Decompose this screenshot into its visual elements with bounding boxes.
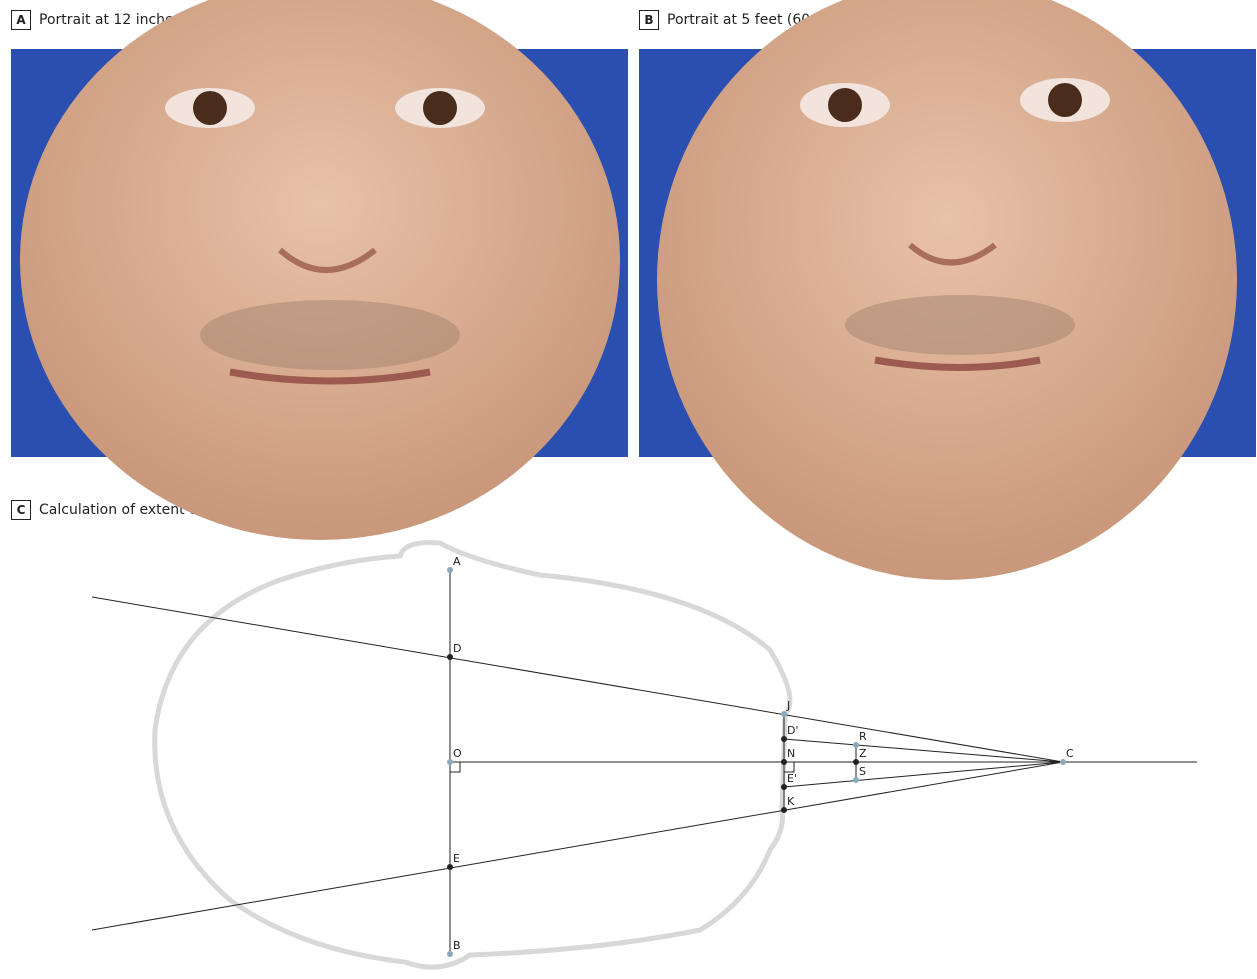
point-label: S bbox=[859, 765, 866, 778]
line bbox=[784, 739, 1063, 762]
point-label: C bbox=[1066, 747, 1074, 760]
point-label: J bbox=[786, 699, 790, 712]
figure: APortrait at 12 inches BPortrait at 5 fe… bbox=[0, 0, 1257, 979]
point-label: E' bbox=[787, 772, 797, 785]
point-label: A bbox=[453, 555, 461, 568]
point-label: D bbox=[453, 642, 461, 655]
point-label: K bbox=[787, 795, 795, 808]
diagram: A D O E B J D' N E' K RZS C bbox=[0, 0, 1257, 979]
line bbox=[92, 597, 1063, 762]
point-label: Z bbox=[859, 747, 867, 760]
point-label: R bbox=[859, 730, 867, 743]
line bbox=[784, 762, 1063, 787]
line bbox=[92, 762, 1063, 930]
point-label: E bbox=[453, 852, 460, 865]
point-label: N bbox=[787, 747, 795, 760]
point-label: O bbox=[453, 747, 462, 760]
construction-lines bbox=[92, 570, 1197, 954]
right-angle bbox=[450, 762, 794, 772]
point-label: D' bbox=[787, 724, 799, 737]
point-label: B bbox=[453, 939, 461, 952]
